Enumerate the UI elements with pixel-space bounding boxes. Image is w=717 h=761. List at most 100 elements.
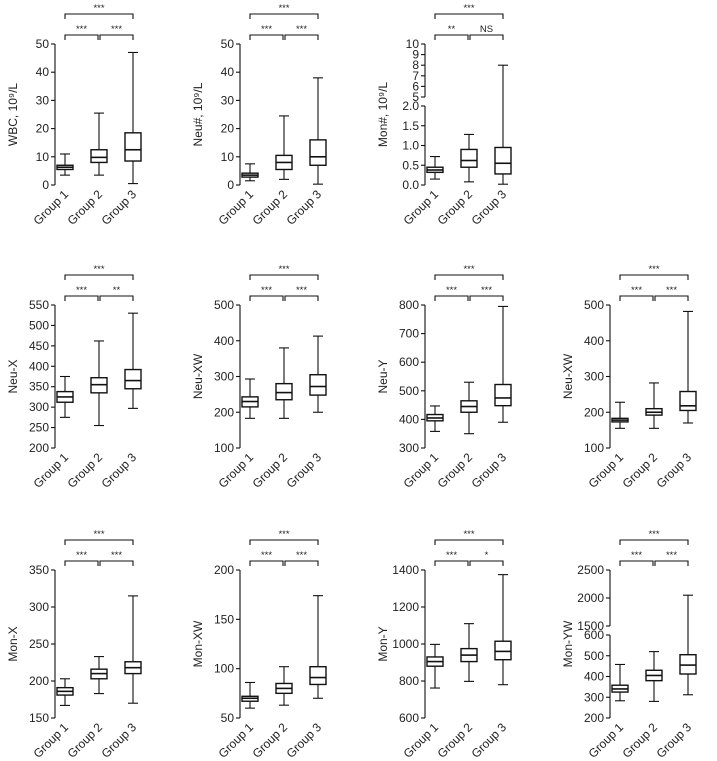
y-tick-label: 2.0 (402, 99, 419, 113)
bracket-g1-g3: *** (64, 529, 134, 545)
bracket-line (434, 34, 469, 40)
y-tick-label: 20 (221, 122, 235, 136)
y-tick-label: 2500 (577, 563, 604, 577)
bracket-line (619, 560, 654, 566)
group-label: Group 3 (469, 187, 510, 228)
iqr-box (90, 149, 108, 164)
iqr-box (494, 146, 512, 175)
group-label: Group 1 (401, 450, 442, 491)
group-label: Group 2 (65, 720, 106, 761)
bracket-line (99, 34, 134, 40)
significance-label: ** (113, 285, 121, 296)
significance-label: *** (446, 550, 457, 561)
significance-label: * (485, 550, 489, 561)
bracket-g1-g2: *** (64, 285, 99, 301)
box-2 (645, 382, 663, 429)
bracket-line (434, 274, 504, 280)
bracket-g1-g2: *** (434, 550, 469, 566)
bracket-line (64, 13, 134, 19)
y-tick-label: 300 (584, 370, 604, 384)
significance-label: *** (631, 285, 642, 296)
group-label: Group 2 (250, 187, 291, 228)
y-tick-label: 50 (221, 37, 235, 51)
iqr-box (309, 665, 327, 686)
iqr-box (124, 132, 142, 162)
y-tick-label: 800 (399, 298, 419, 312)
y-axis-label: Neu-X (6, 359, 20, 393)
significance-label: *** (666, 285, 677, 296)
y-tick-label: 300 (399, 441, 419, 455)
bracket-line (284, 34, 319, 40)
significance-label: NS (480, 24, 493, 35)
group-label: Group 3 (99, 450, 140, 491)
bracket-line (284, 560, 319, 566)
box-1 (426, 405, 444, 432)
y-axis-label: Neu-XW (561, 353, 575, 399)
bracket-g1-g2: *** (619, 285, 654, 301)
bracket-g1-g2: ** (434, 24, 469, 40)
significance-label: *** (93, 3, 104, 14)
y-tick-label: 1400 (392, 563, 419, 577)
y-tick-label: 400 (214, 334, 234, 348)
significance-label: *** (463, 529, 474, 540)
group-label: Group 1 (31, 187, 72, 228)
y-tick-label: 450 (29, 339, 49, 353)
box-1 (56, 153, 74, 176)
bracket-line (654, 295, 689, 301)
group-label: Group 3 (654, 720, 695, 761)
iqr-box (679, 390, 697, 412)
y-tick-label: 5 (412, 90, 419, 104)
y-tick-label: 7 (412, 69, 419, 83)
significance-label: *** (463, 3, 474, 14)
group-label: Group 1 (586, 720, 627, 761)
significance-label: *** (296, 550, 307, 561)
y-tick-label: 0.0 (402, 178, 419, 192)
bracket-line (469, 295, 504, 301)
bracket-g1-g3: *** (64, 3, 134, 19)
bracket-g2-g3: *** (284, 285, 319, 301)
y-tick-label: 1.0 (402, 139, 419, 153)
bracket-g2-g3: * (469, 550, 504, 566)
y-tick-label: 30 (221, 93, 235, 107)
significance-label: *** (278, 264, 289, 275)
significance-label: *** (446, 285, 457, 296)
y-tick-label: 350 (29, 563, 49, 577)
y-axis-label: Neu#, 10⁹/L (191, 82, 205, 146)
y-tick-label: 500 (584, 649, 604, 663)
bracket-g1-g2: *** (64, 550, 99, 566)
box-2 (90, 656, 108, 695)
group-label: Group 3 (99, 720, 140, 761)
significance-label: *** (296, 24, 307, 35)
significance-label: *** (278, 529, 289, 540)
bracket-g1-g3: *** (619, 264, 689, 280)
box-3 (124, 595, 142, 704)
box-3 (679, 594, 697, 696)
bracket-g1-g3: *** (434, 529, 504, 545)
box-2 (275, 347, 293, 419)
y-tick-label: 300 (29, 400, 49, 414)
y-tick-label: 0 (227, 178, 234, 192)
bracket-line (469, 560, 504, 566)
iqr-box (309, 139, 327, 166)
box-1 (241, 681, 259, 709)
box-3 (309, 595, 327, 699)
bracket-g1-g3: *** (249, 3, 319, 19)
y-tick-label: 30 (36, 93, 50, 107)
box-1 (241, 378, 259, 419)
y-tick-label: 600 (399, 355, 419, 369)
bracket-line (434, 560, 469, 566)
bracket-g2-g3: *** (469, 285, 504, 301)
y-tick-label: 600 (399, 711, 419, 725)
bracket-line (619, 539, 689, 545)
y-axis-label: Neu-Y (376, 359, 390, 393)
group-label: Group 3 (654, 450, 695, 491)
box-2 (460, 381, 478, 435)
group-label: Group 2 (65, 187, 106, 228)
y-axis-label: Mon#, 10⁹/L (376, 82, 390, 148)
box-2 (275, 666, 293, 706)
